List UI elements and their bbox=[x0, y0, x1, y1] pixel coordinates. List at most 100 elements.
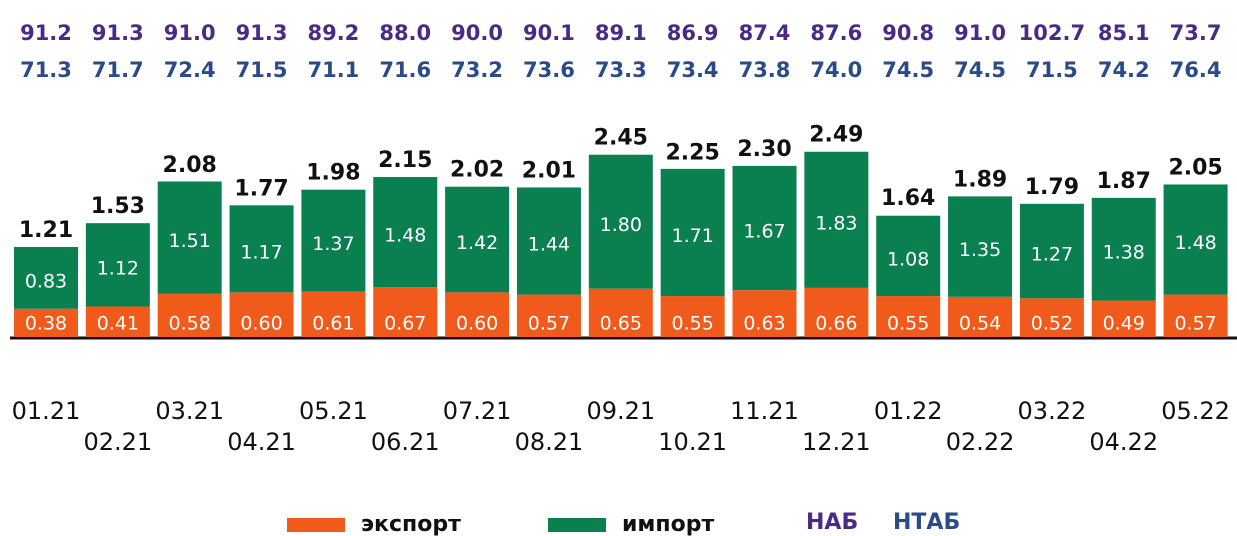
bar-segment bbox=[85, 223, 150, 307]
bar-segment bbox=[1019, 298, 1084, 337]
row-value: 91.0 bbox=[954, 21, 1006, 45]
total-label: 2.02 bbox=[450, 158, 504, 183]
segment-label: 0.61 bbox=[312, 313, 354, 335]
segment-label: 0.83 bbox=[25, 270, 67, 292]
x-tick-label: 01.21 bbox=[12, 397, 81, 425]
bar-segment bbox=[804, 287, 869, 337]
segment-label: 0.38 bbox=[25, 313, 67, 335]
bar-segment bbox=[14, 246, 78, 309]
legend-swatch bbox=[548, 518, 606, 532]
x-tick-label: 02.22 bbox=[946, 428, 1015, 456]
legend-swatch bbox=[287, 518, 345, 532]
row-value: 91.2 bbox=[20, 21, 72, 45]
bar-segment bbox=[588, 154, 653, 289]
segment-label: 1.27 bbox=[1031, 244, 1073, 266]
bar-segment bbox=[14, 308, 78, 337]
row-value: 72.4 bbox=[164, 58, 216, 82]
row-value: 71.3 bbox=[20, 58, 72, 82]
bar-segment bbox=[660, 168, 725, 297]
bar-segment bbox=[876, 215, 941, 297]
segment-label: 0.63 bbox=[743, 313, 785, 335]
total-label: 2.08 bbox=[163, 153, 217, 178]
x-tick-label: 06.21 bbox=[371, 428, 440, 456]
total-label: 1.87 bbox=[1097, 169, 1151, 194]
row-value: 74.2 bbox=[1098, 58, 1150, 82]
bar-segment bbox=[516, 294, 581, 337]
row-value: 73.7 bbox=[1170, 21, 1222, 45]
segment-label: 1.42 bbox=[456, 232, 498, 254]
bar-segment bbox=[732, 165, 797, 291]
total-label: 1.98 bbox=[306, 161, 360, 186]
bar-segment bbox=[157, 181, 222, 294]
row-value: 73.2 bbox=[451, 58, 503, 82]
x-tick-label: 11.21 bbox=[730, 397, 799, 425]
segment-label: 0.49 bbox=[1103, 313, 1145, 335]
row-value: 73.4 bbox=[667, 58, 719, 82]
segment-label: 1.71 bbox=[671, 225, 713, 247]
segment-label: 0.54 bbox=[959, 313, 1001, 335]
x-tick-label: 08.21 bbox=[515, 428, 584, 456]
total-label: 1.79 bbox=[1025, 175, 1079, 200]
segment-label: 1.51 bbox=[169, 230, 211, 252]
row-value: 71.5 bbox=[1026, 58, 1078, 82]
segment-label: 0.55 bbox=[887, 313, 929, 335]
bar-segment bbox=[85, 306, 150, 337]
row-value: 71.1 bbox=[307, 58, 359, 82]
bar-segment bbox=[1091, 197, 1156, 301]
x-tick-label: 03.22 bbox=[1018, 397, 1087, 425]
legend-label: импорт bbox=[622, 512, 714, 536]
row-value: 88.0 bbox=[379, 21, 431, 45]
segment-label: 1.08 bbox=[887, 248, 929, 270]
segment-label: 0.65 bbox=[600, 313, 642, 335]
total-label: 1.77 bbox=[234, 176, 288, 201]
total-label: 2.45 bbox=[594, 126, 648, 151]
row-value: 76.4 bbox=[1170, 58, 1222, 82]
segment-label: 0.66 bbox=[815, 313, 857, 335]
segment-label: 1.44 bbox=[528, 234, 570, 256]
total-label: 2.01 bbox=[522, 158, 576, 183]
row-value: 74.5 bbox=[882, 58, 934, 82]
bar-segment bbox=[1091, 300, 1156, 337]
row-value: 71.5 bbox=[236, 58, 288, 82]
row-value: 90.8 bbox=[882, 21, 934, 45]
x-tick-label: 01.22 bbox=[874, 397, 943, 425]
segment-label: 1.17 bbox=[240, 241, 282, 263]
x-tick-label: 03.21 bbox=[155, 397, 224, 425]
segment-label: 1.38 bbox=[1103, 242, 1145, 264]
bar-segment bbox=[804, 151, 869, 288]
segment-label: 0.60 bbox=[240, 313, 282, 335]
row-value: 89.1 bbox=[595, 21, 647, 45]
row-value: 85.1 bbox=[1098, 21, 1150, 45]
row-value: 91.3 bbox=[92, 21, 144, 45]
x-tick-label: 05.21 bbox=[299, 397, 368, 425]
segment-label: 1.48 bbox=[1174, 232, 1216, 254]
segment-label: 0.55 bbox=[671, 313, 713, 335]
x-tick-label: 10.21 bbox=[658, 428, 727, 456]
segment-label: 1.80 bbox=[600, 214, 642, 236]
bar-segment bbox=[516, 187, 581, 295]
bar-segment bbox=[1019, 203, 1084, 299]
total-label: 2.15 bbox=[378, 148, 432, 173]
row-value: 73.6 bbox=[523, 58, 575, 82]
row-value: 71.7 bbox=[92, 58, 144, 82]
segment-label: 1.83 bbox=[815, 212, 857, 234]
x-tick-label: 09.21 bbox=[586, 397, 655, 425]
segment-label: 1.48 bbox=[384, 225, 426, 247]
row-value: 71.6 bbox=[379, 58, 431, 82]
segment-label: 1.12 bbox=[97, 257, 139, 279]
x-tick-label: 02.21 bbox=[83, 428, 152, 456]
bar-segment bbox=[948, 296, 1013, 337]
legend-label: экспорт bbox=[361, 512, 461, 536]
segment-label: 1.67 bbox=[743, 221, 785, 243]
x-tick-label: 04.21 bbox=[227, 428, 296, 456]
total-label: 2.25 bbox=[666, 141, 720, 166]
total-label: 2.49 bbox=[809, 123, 863, 148]
row-value: 91.0 bbox=[164, 21, 216, 45]
row-value: 91.3 bbox=[236, 21, 288, 45]
total-label: 1.64 bbox=[881, 186, 935, 211]
bar-segment bbox=[1163, 184, 1228, 295]
segment-label: 0.52 bbox=[1031, 313, 1073, 335]
x-tick-label: 12.21 bbox=[802, 428, 871, 456]
row-value: 73.3 bbox=[595, 58, 647, 82]
row-value: 102.7 bbox=[1019, 21, 1085, 45]
